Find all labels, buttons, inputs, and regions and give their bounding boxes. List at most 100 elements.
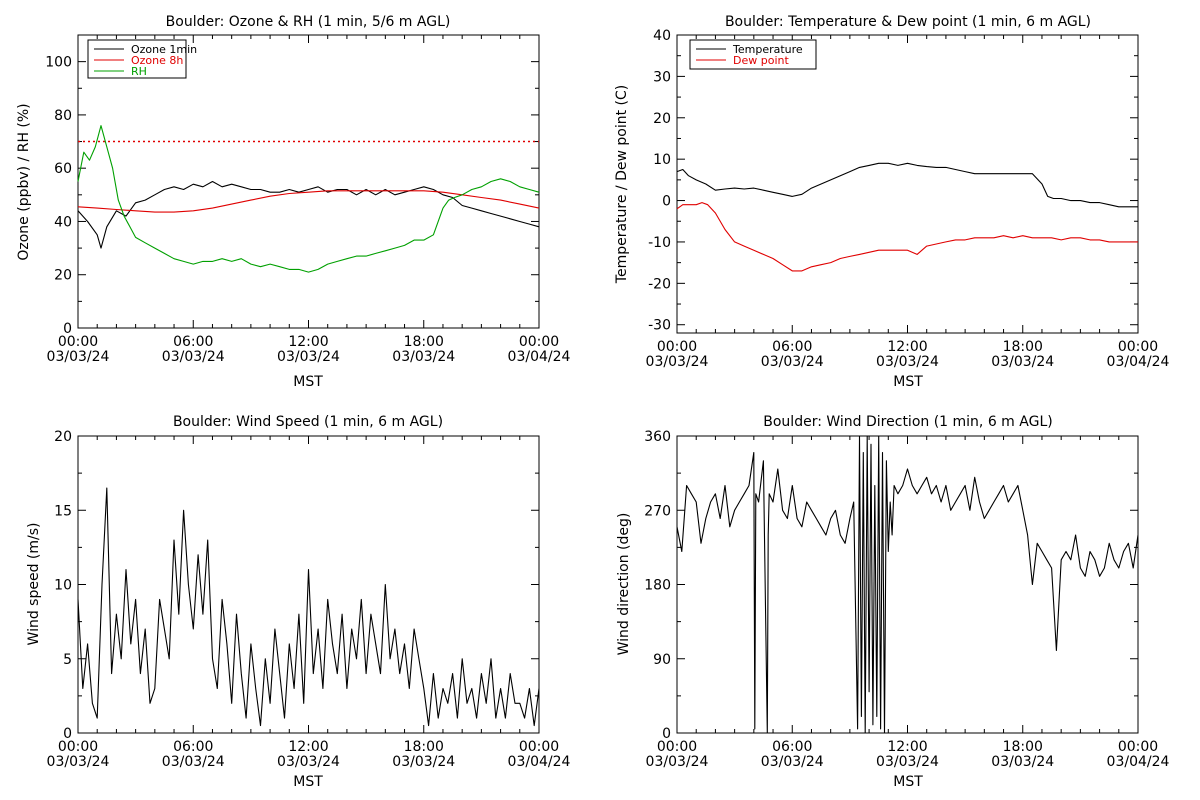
series-line-ozone-1min (77, 180, 540, 249)
x-tick-date: 03/03/24 (991, 754, 1054, 770)
x-tick-label: 12:00 (288, 334, 328, 350)
plot-area: 00:0003/03/2406:0003/03/2412:0003/03/241… (47, 429, 571, 770)
y-axis-label: Ozone (ppbv) / RH (%) (16, 103, 32, 260)
x-tick-date: 03/04/24 (1107, 354, 1170, 370)
legend-label-temperature: Temperature (732, 43, 803, 56)
y-tick-label: 0 (63, 321, 72, 337)
x-tick-label: 06:00 (772, 339, 812, 355)
x-tick-date: 03/03/24 (277, 754, 340, 770)
y-tick-label: 10 (653, 152, 671, 168)
x-tick-label: 12:00 (288, 739, 328, 755)
x-tick-date: 03/03/24 (646, 354, 709, 370)
chart-title: Boulder: Temperature & Dew point (1 min,… (725, 14, 1091, 30)
x-tick-date: 03/03/24 (47, 349, 110, 365)
x-tick-label: 00:00 (657, 339, 697, 355)
x-tick-date: 03/03/24 (277, 349, 340, 365)
y-tick-label: -20 (648, 276, 671, 292)
plot-frame (676, 435, 1139, 734)
x-tick-label: 18:00 (1003, 339, 1043, 355)
chart-title: Boulder: Ozone & RH (1 min, 5/6 m AGL) (166, 14, 451, 30)
x-tick-label: 12:00 (887, 339, 927, 355)
x-tick-date: 03/03/24 (761, 754, 824, 770)
x-tick-label: 18:00 (1003, 739, 1043, 755)
x-axis-label: MST (293, 374, 323, 390)
plot-frame (77, 34, 540, 329)
panel-temperature-dewpoint: Boulder: Temperature & Dew point (1 min,… (614, 14, 1170, 390)
legend-label-dew-point: Dew point (733, 54, 789, 67)
y-tick-label: 80 (54, 108, 72, 124)
x-tick-label: 12:00 (887, 739, 927, 755)
x-tick-label: 18:00 (404, 334, 444, 350)
x-axis-label: MST (293, 774, 323, 790)
x-tick-label: 06:00 (173, 739, 213, 755)
x-tick-date: 03/03/24 (47, 754, 110, 770)
x-tick-date: 03/03/24 (162, 754, 225, 770)
x-tick-label: 06:00 (173, 334, 213, 350)
legend-box (87, 39, 187, 79)
chart-title: Boulder: Wind Speed (1 min, 6 m AGL) (173, 414, 443, 430)
plot-frame (676, 34, 1139, 334)
y-axis-label: Wind speed (m/s) (26, 523, 42, 646)
y-tick-label: 360 (644, 429, 671, 445)
series-line-ozone-8h (77, 190, 540, 213)
legend: Temperature Dew point (689, 39, 817, 70)
x-axis-label: MST (893, 774, 923, 790)
x-tick-date: 03/03/24 (761, 354, 824, 370)
y-tick-label: 5 (63, 652, 72, 668)
x-tick-label: 18:00 (404, 739, 444, 755)
legend: Ozone 1min Ozone 8h RH (87, 39, 197, 79)
x-tick-date: 03/04/24 (508, 349, 571, 365)
legend-label-ozone-1min: Ozone 1min (131, 43, 197, 56)
x-tick-date: 03/03/24 (646, 754, 709, 770)
y-tick-label: -10 (648, 235, 671, 251)
x-tick-label: 00:00 (58, 739, 98, 755)
y-tick-label: 30 (653, 69, 671, 85)
series-line-temperature (676, 162, 1138, 208)
series-line-wind-dir (676, 435, 1139, 734)
y-tick-label: 270 (644, 503, 671, 519)
y-tick-label: 0 (662, 726, 671, 742)
x-tick-label: 00:00 (58, 334, 98, 350)
x-tick-date: 03/03/24 (392, 349, 455, 365)
plot-area: 00:0003/03/2406:0003/03/2412:0003/03/241… (644, 429, 1169, 770)
plot-area: 00:0003/03/2406:0003/03/2412:0003/03/241… (646, 28, 1170, 370)
panel-wind-direction: Boulder: Wind Direction (1 min, 6 m AGL)… (616, 414, 1170, 790)
x-tick-date: 03/03/24 (876, 354, 939, 370)
series-line-dew-point (676, 202, 1138, 272)
x-tick-label: 00:00 (1118, 739, 1158, 755)
x-axis-label: MST (893, 374, 923, 390)
y-axis-label: Temperature / Dew point (C) (614, 85, 630, 284)
y-tick-label: 0 (63, 726, 72, 742)
x-tick-label: 00:00 (657, 739, 697, 755)
legend-box (689, 39, 817, 70)
y-tick-label: 20 (54, 429, 72, 445)
y-tick-label: -30 (648, 318, 671, 334)
x-tick-label: 00:00 (1118, 339, 1158, 355)
x-tick-label: 00:00 (519, 334, 559, 350)
plot-area: 00:0003/03/2406:0003/03/2412:0003/03/241… (45, 34, 571, 365)
series-line-rh (77, 125, 540, 273)
x-tick-date: 03/04/24 (1107, 754, 1170, 770)
y-tick-label: 10 (54, 578, 72, 594)
panel-wind-speed: Boulder: Wind Speed (1 min, 6 m AGL) Win… (26, 414, 571, 790)
x-tick-date: 03/03/24 (876, 754, 939, 770)
y-tick-label: 0 (662, 194, 671, 210)
y-tick-label: 15 (54, 503, 72, 519)
series-line-wind-speed (77, 487, 540, 727)
legend-label-ozone-8h: Ozone 8h (131, 54, 183, 67)
x-tick-date: 03/03/24 (162, 349, 225, 365)
y-tick-label: 100 (45, 55, 72, 71)
y-tick-label: 90 (653, 652, 671, 668)
y-tick-label: 60 (54, 161, 72, 177)
panel-ozone-rh: Boulder: Ozone & RH (1 min, 5/6 m AGL) O… (16, 14, 571, 390)
x-tick-date: 03/03/24 (991, 354, 1054, 370)
y-tick-label: 40 (653, 28, 671, 44)
y-tick-label: 20 (54, 268, 72, 284)
x-tick-date: 03/03/24 (392, 754, 455, 770)
x-tick-label: 00:00 (519, 739, 559, 755)
legend-label-rh: RH (131, 65, 147, 78)
y-tick-label: 40 (54, 214, 72, 230)
y-tick-label: 180 (644, 578, 671, 594)
y-axis-label: Wind direction (deg) (616, 513, 632, 656)
